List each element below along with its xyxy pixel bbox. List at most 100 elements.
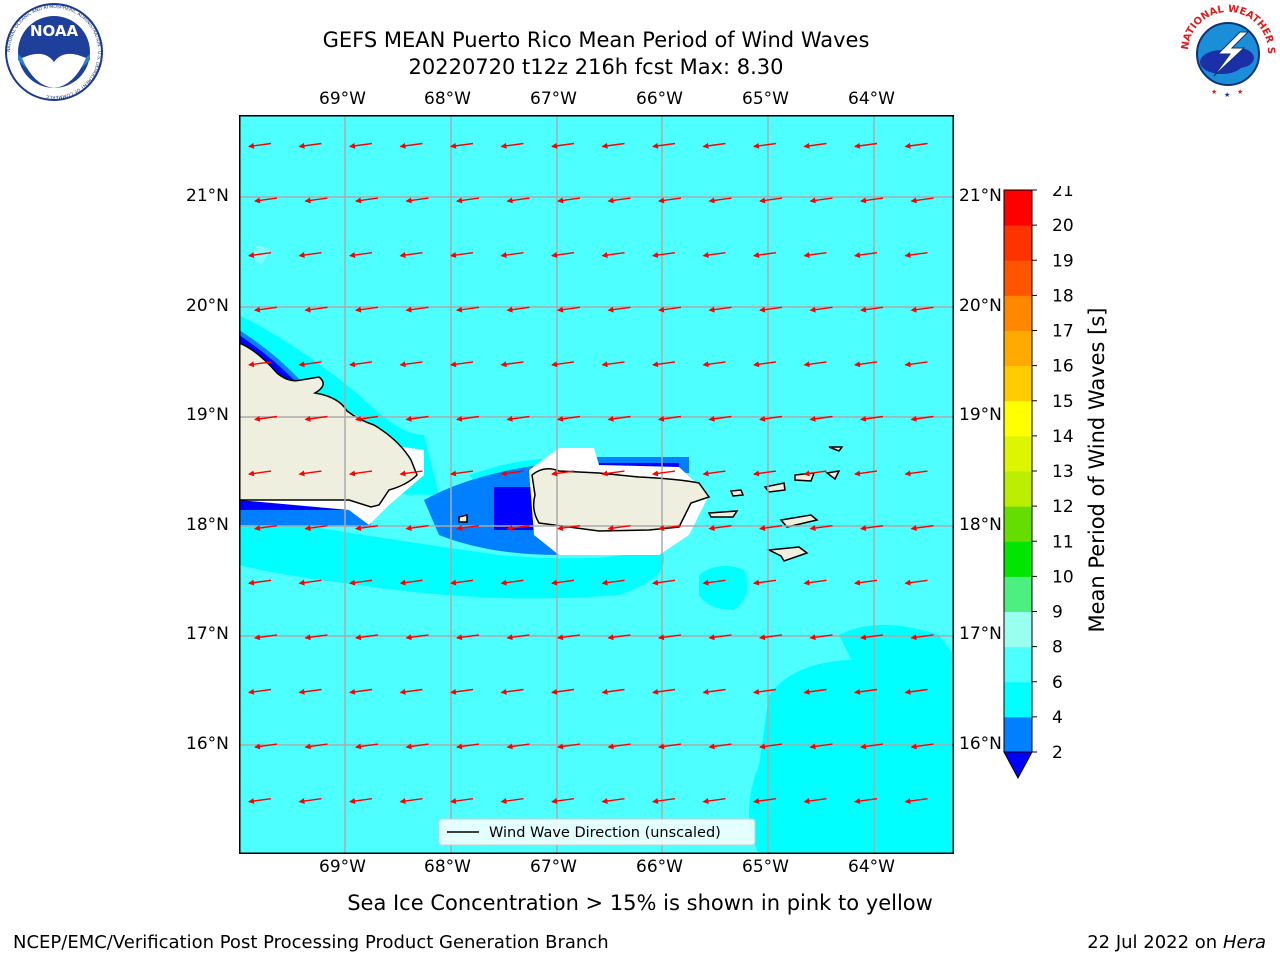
wind-arrow <box>601 470 625 477</box>
lon-label-top: 69°W <box>319 89 366 109</box>
wind-arrow <box>759 306 783 313</box>
branch-credit: NCEP/EMC/Verification Post Processing Pr… <box>13 932 609 953</box>
colorbar-extend-arrow <box>1003 751 1033 780</box>
wind-arrow <box>601 252 625 258</box>
wind-arrow <box>500 579 524 586</box>
sea-ice-note: Sea Ice Concentration > 15% is shown in … <box>347 891 933 915</box>
wind-arrow <box>652 470 676 477</box>
colorbar-band <box>1004 260 1032 296</box>
wind-arrow <box>702 798 726 804</box>
colorbar-band <box>1004 716 1032 753</box>
host-name: Hera <box>1222 932 1266 953</box>
colorbar-band <box>1004 471 1032 507</box>
wind-arrow <box>355 197 379 204</box>
lon-label-bottom: 69°W <box>319 857 366 877</box>
wind-arrow <box>652 252 676 258</box>
wind-arrow <box>607 197 631 204</box>
wind-arrow <box>349 252 373 258</box>
wind-arrow <box>702 361 726 368</box>
wind-arrow <box>860 197 884 204</box>
wind-arrow <box>298 579 322 586</box>
wind-arrow <box>506 415 530 422</box>
wind-arrow <box>860 306 884 313</box>
wind-arrow <box>702 142 726 149</box>
colorbar-tick-label: 10 <box>1052 567 1074 587</box>
wind-arrow <box>860 415 884 422</box>
colorbar-tick-label: 6 <box>1052 673 1063 693</box>
wind-arrow <box>708 306 732 313</box>
wind-arrow <box>399 361 423 368</box>
lat-label-right: 17°N <box>959 624 1002 644</box>
wind-arrow <box>248 688 272 695</box>
colorbar-band <box>1004 646 1032 683</box>
wind-arrow <box>450 798 474 804</box>
wind-arrow <box>456 197 480 204</box>
wind-arrow <box>854 252 878 258</box>
wind-arrow <box>349 798 373 804</box>
period-contour-light <box>251 245 271 265</box>
wind-arrow <box>355 415 379 422</box>
wind-arrow <box>652 579 676 586</box>
wind-arrow <box>248 142 272 149</box>
wind-arrow <box>759 415 783 422</box>
wind-arrow <box>551 470 575 477</box>
wind-arrow <box>910 525 934 531</box>
wind-arrow <box>854 798 878 804</box>
wind-arrow <box>607 415 631 422</box>
chart-subtitle: 20220720 t12z 216h fcst Max: 8.30 <box>408 55 784 79</box>
lon-label-bottom: 65°W <box>742 857 789 877</box>
wind-arrow <box>450 252 474 258</box>
wind-arrow <box>355 306 379 313</box>
wind-arrow <box>860 634 884 641</box>
wind-arrow <box>708 743 732 750</box>
wind-arrow <box>399 688 423 695</box>
noaa-logo-icon: NOAA NATIONAL OCEANIC AND ATMOSPHERIC AD… <box>5 3 103 101</box>
wind-arrow <box>557 743 581 750</box>
wind-arrow <box>551 579 575 586</box>
wind-arrow <box>248 470 272 477</box>
wind-arrow <box>910 197 934 204</box>
wind-arrow <box>652 142 676 149</box>
wind-wave-arrows <box>248 142 934 854</box>
wind-arrow <box>601 142 625 149</box>
wind-arrow <box>803 142 827 149</box>
wind-arrow <box>904 252 928 258</box>
wind-arrow <box>910 634 934 641</box>
wind-arrow <box>904 798 928 804</box>
wind-arrow <box>399 252 423 258</box>
wind-arrow <box>557 197 581 204</box>
lat-label-right: 20°N <box>959 296 1002 316</box>
wind-arrow <box>254 197 278 204</box>
wind-arrow <box>854 361 878 368</box>
lat-label-left: 17°N <box>186 624 229 644</box>
wind-arrow <box>248 252 272 258</box>
svg-text:★: ★ <box>1237 88 1243 96</box>
wind-arrow <box>601 361 625 368</box>
wind-arrow <box>803 688 827 695</box>
lat-label-left: 18°N <box>186 515 229 535</box>
lon-label-bottom: 68°W <box>424 857 471 877</box>
wind-arrow <box>803 579 827 586</box>
colorbar-tick-label: 4 <box>1052 708 1063 728</box>
wind-arrow <box>254 415 278 422</box>
wind-arrow <box>254 306 278 313</box>
lon-label-top: 67°W <box>530 89 577 109</box>
chart-title: GEFS MEAN Puerto Rico Mean Period of Win… <box>322 28 870 52</box>
colorbar-label: Mean Period of Wind Waves [s] <box>1085 307 1109 633</box>
wind-arrow <box>298 361 322 368</box>
lat-label-left: 21°N <box>186 186 229 206</box>
wind-arrow <box>456 525 480 531</box>
wind-arrow <box>702 252 726 258</box>
wind-arrow <box>809 634 833 641</box>
colorbar-tick-label: 11 <box>1052 532 1074 552</box>
colorbar-tick-label: 21 <box>1052 186 1074 201</box>
wind-arrow <box>607 634 631 641</box>
colorbar-tick-label: 15 <box>1052 392 1074 412</box>
generated-date: 22 Jul 2022 on Hera <box>1087 932 1266 953</box>
colorbar-band <box>1004 435 1032 472</box>
wind-arrow <box>304 743 328 750</box>
wind-arrow <box>405 634 429 641</box>
colorbar-band <box>1004 190 1032 226</box>
wind-arrow <box>399 579 423 586</box>
wind-arrow <box>607 525 631 531</box>
